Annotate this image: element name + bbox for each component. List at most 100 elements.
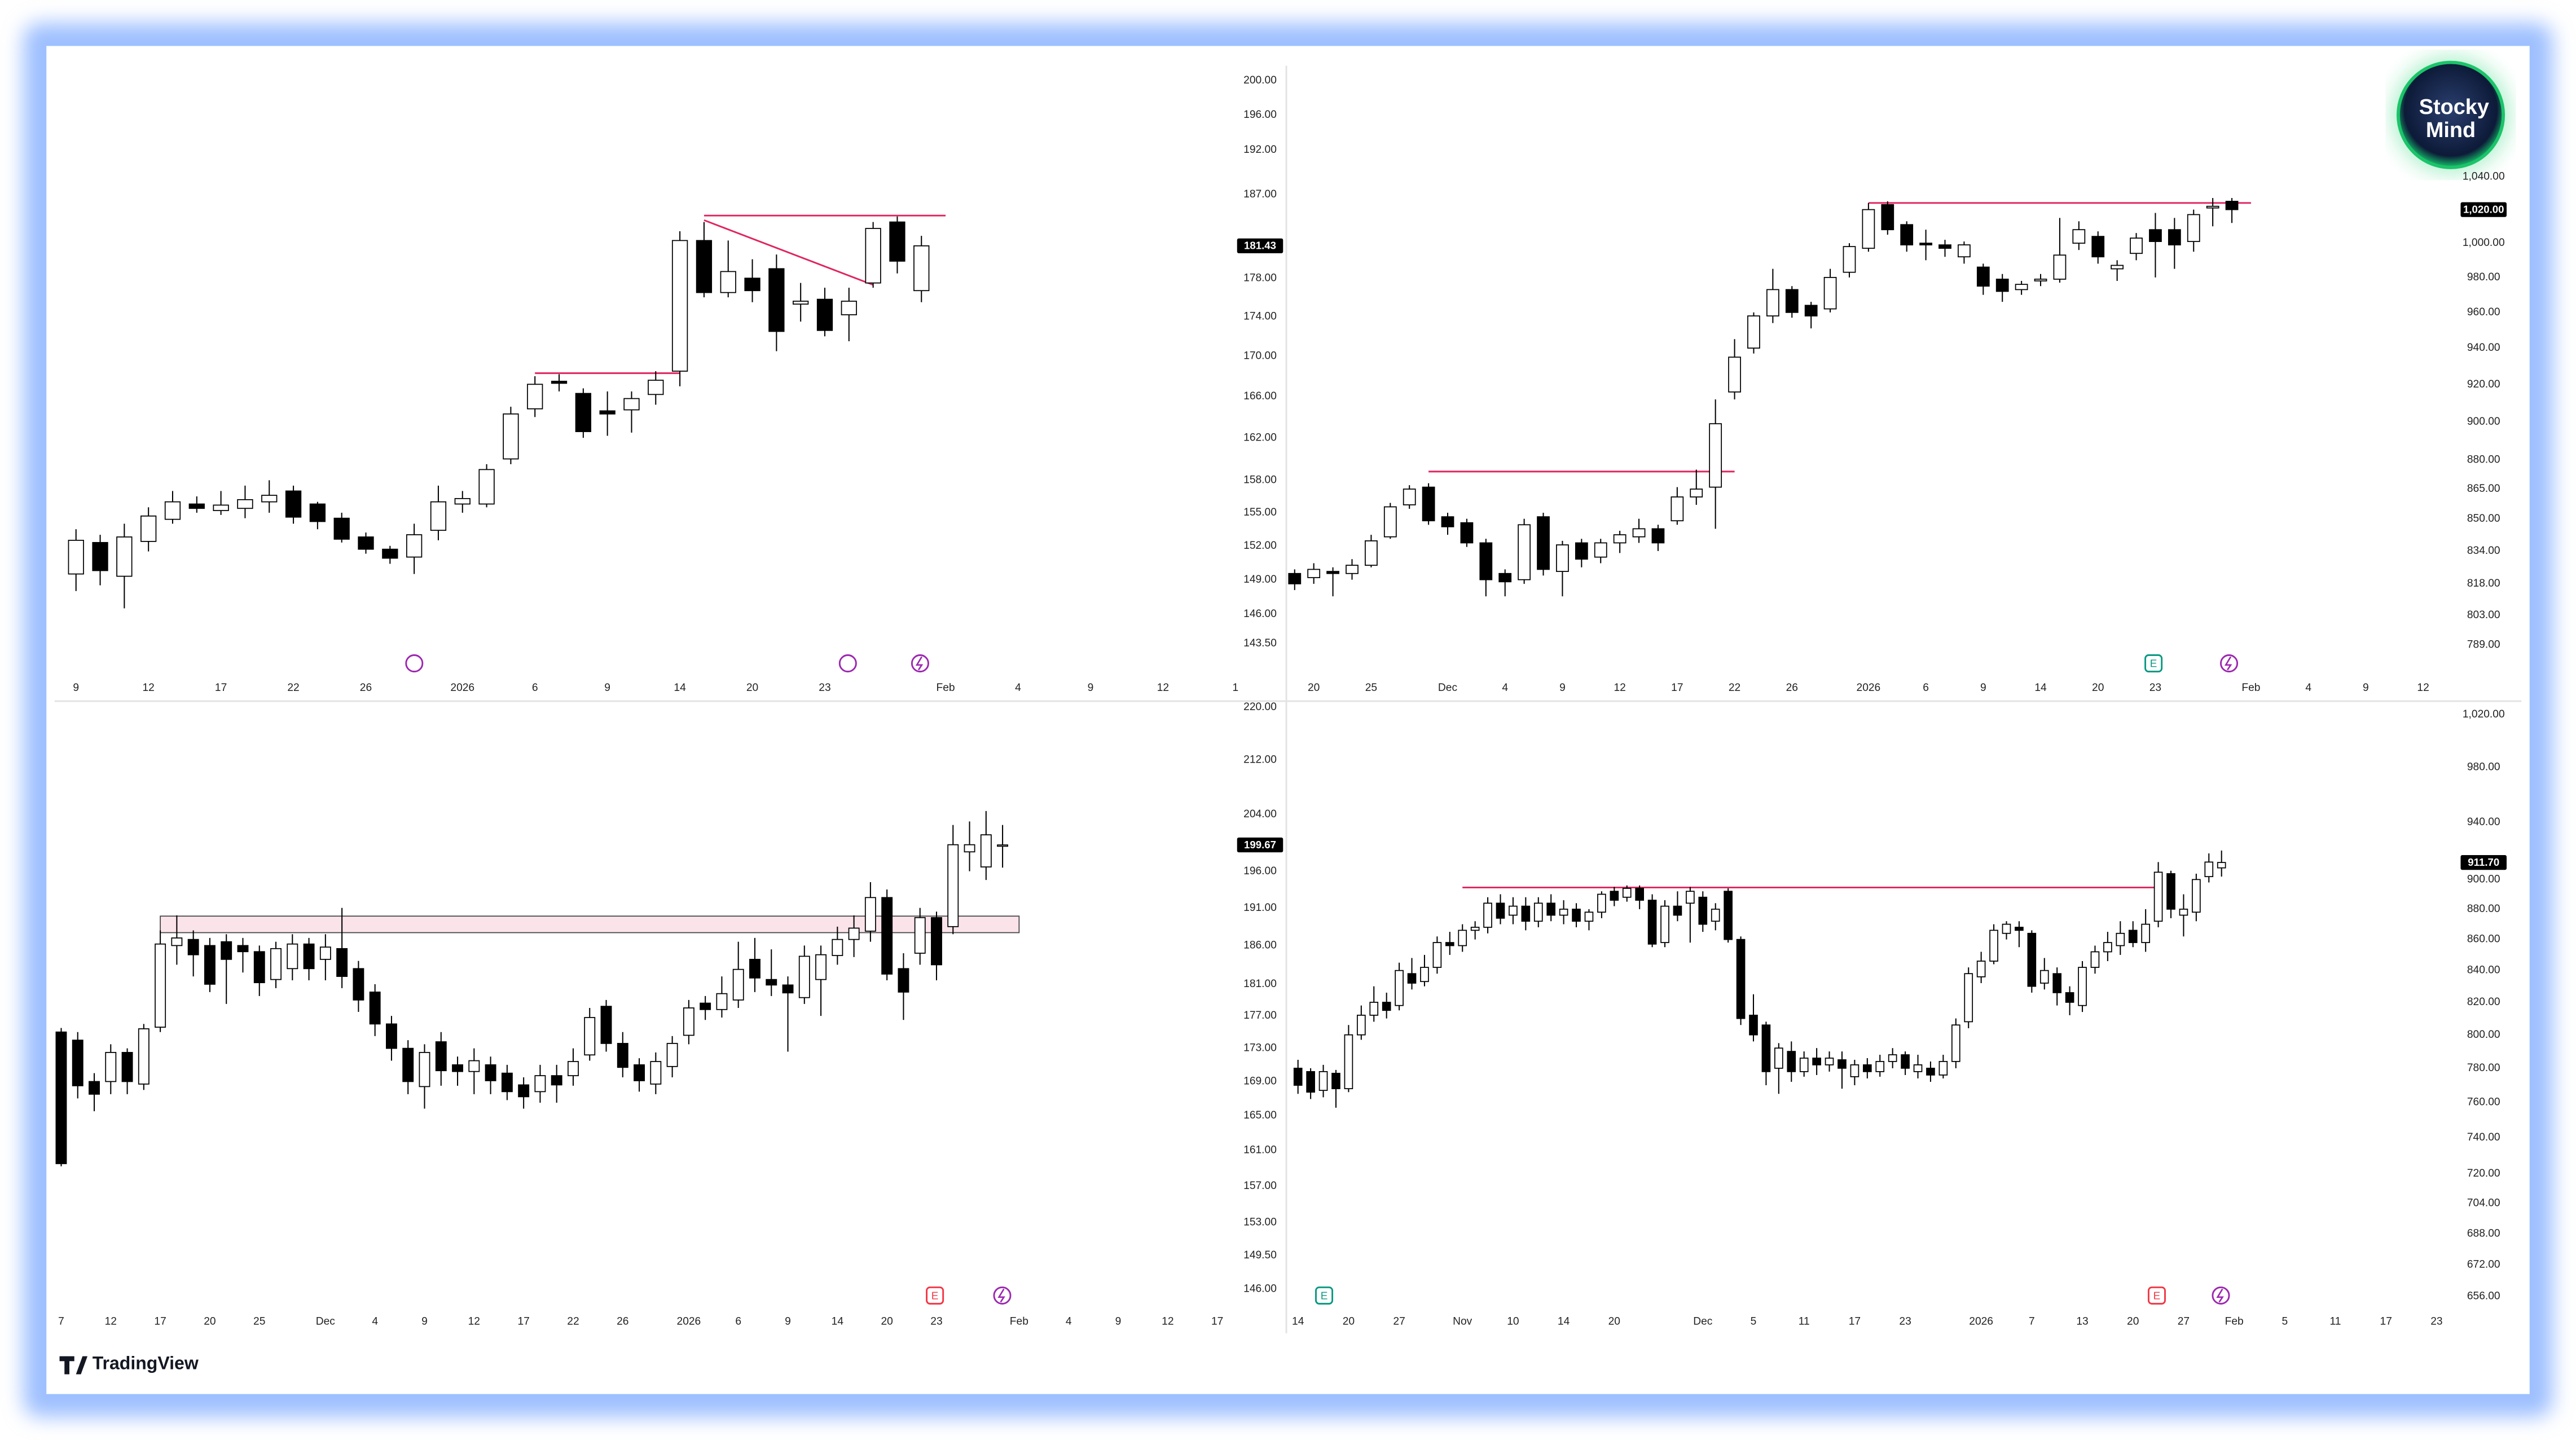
candle-body — [599, 410, 616, 415]
x-tick-label: 9 — [1088, 682, 1094, 694]
candle-body — [1938, 1061, 1948, 1076]
candle-body — [2103, 942, 2112, 953]
x-tick-label: 25 — [253, 1315, 265, 1327]
candle-body — [285, 490, 302, 518]
candle-body — [980, 834, 992, 867]
candle-body — [1736, 939, 1746, 1019]
candle-body — [468, 1060, 480, 1072]
tv-logo — [59, 1356, 88, 1375]
candle-body — [1509, 905, 1518, 916]
candle-body — [1293, 1068, 1303, 1086]
y-tick-label: 803.00 — [2467, 609, 2500, 621]
candle-body — [1344, 1034, 1353, 1089]
earnings-label: E — [2153, 1290, 2161, 1302]
candle-body — [155, 943, 166, 1028]
candle-body — [1799, 1058, 1809, 1072]
candle-body — [1575, 542, 1588, 560]
chart: 1,040.00 1,000.00 980.00 960.00 940.00 920.00… — [1288, 170, 2507, 694]
y-tick-label: 158.00 — [1243, 474, 1277, 486]
x-tick-label: 11 — [1799, 1315, 1810, 1327]
candle-body — [55, 1031, 67, 1164]
candle-body — [864, 897, 876, 932]
candle-body — [1365, 540, 1378, 566]
logo-badge — [2396, 60, 2505, 169]
x-tick-label: 12 — [1162, 1315, 1173, 1327]
candle-body — [1728, 356, 1741, 393]
x-tick-label: 22 — [1729, 682, 1740, 694]
y-tick-label: 820.00 — [2467, 996, 2500, 1008]
candle-body — [1407, 973, 1417, 984]
candle-body — [1537, 516, 1550, 570]
x-tick-label: 6 — [735, 1315, 741, 1327]
y-tick-label: 840.00 — [2467, 965, 2500, 976]
candle-body — [696, 240, 713, 293]
candle-body — [617, 1043, 628, 1068]
x-tick-label: 17 — [1849, 1315, 1861, 1327]
x-tick-label: Dec — [1693, 1315, 1713, 1327]
candle-body — [898, 968, 909, 993]
candle-body — [1724, 891, 1733, 940]
news-icon — [2220, 654, 2239, 673]
x-tick-label: 12 — [1157, 682, 1169, 694]
candle-body — [2130, 237, 2143, 254]
candle-body — [221, 941, 232, 960]
candle-body — [478, 469, 495, 505]
y-tick-label: 155.00 — [1243, 507, 1277, 518]
candle-body — [1470, 927, 1480, 931]
y-tick-label: 196.00 — [1243, 109, 1277, 121]
candle-body — [1823, 277, 1837, 310]
candle-body — [1761, 1024, 1771, 1072]
x-tick-label: 7 — [58, 1315, 64, 1327]
x-tick-label: 6 — [532, 682, 538, 694]
candle-body — [1594, 542, 1607, 558]
candle-body — [947, 844, 959, 927]
candle-body — [744, 278, 761, 292]
watermark: TradingView — [59, 1353, 199, 1375]
logo-text: Mind — [2426, 118, 2476, 142]
candle-body — [89, 1081, 100, 1095]
dividend-icon — [405, 654, 424, 673]
candle-body — [2002, 923, 2011, 934]
y-tick-label: 157.00 — [1243, 1180, 1277, 1192]
dividend-icon — [838, 654, 857, 673]
x-tick-label: 22 — [567, 1315, 579, 1327]
y-tick-label: 161.00 — [1243, 1144, 1277, 1156]
candle-body — [1711, 909, 1720, 922]
y-tick-label: 204.00 — [1243, 808, 1277, 820]
candle-body — [454, 498, 471, 505]
candle-body — [358, 536, 374, 550]
candle-body — [766, 979, 777, 986]
price-tag-label: 181.43 — [1244, 240, 1276, 252]
candle-body — [1875, 1061, 1885, 1072]
x-tick-label: 26 — [617, 1315, 628, 1327]
y-tick-label: 880.00 — [2467, 454, 2500, 466]
candle-body — [1709, 423, 1722, 488]
candle-body — [503, 413, 519, 460]
x-tick-label: Feb — [1010, 1315, 1028, 1327]
candle-body — [1326, 571, 1339, 574]
earnings-label: E — [1321, 1290, 1328, 1302]
candle-body — [1976, 266, 1990, 287]
candle-body — [848, 927, 860, 940]
x-tick-label: 9 — [2363, 682, 2369, 694]
candle-body — [551, 1075, 562, 1086]
y-tick-label: 1,040.00 — [2463, 170, 2505, 182]
chart: 1,020.00 980.00 940.00 900.00 880.00 860.00 84… — [1292, 708, 2507, 1327]
candle-body — [1556, 544, 1569, 572]
candle-body — [1572, 909, 1581, 922]
candle-body — [1995, 279, 2009, 292]
candle-body — [1881, 204, 1894, 231]
candle-body — [237, 945, 249, 953]
candle-body — [2039, 970, 2049, 984]
x-tick-label: Feb — [2225, 1315, 2244, 1327]
y-tick-label: 162.00 — [1243, 431, 1277, 443]
x-tick-label: 4 — [2305, 682, 2311, 694]
candle-body — [683, 1007, 694, 1036]
y-tick-label: 149.00 — [1243, 574, 1277, 585]
candle-body — [600, 1006, 612, 1044]
candle-body — [1306, 1071, 1315, 1093]
candle-body — [1989, 930, 1998, 962]
news-icon — [915, 656, 924, 671]
candle-body — [666, 1043, 678, 1067]
